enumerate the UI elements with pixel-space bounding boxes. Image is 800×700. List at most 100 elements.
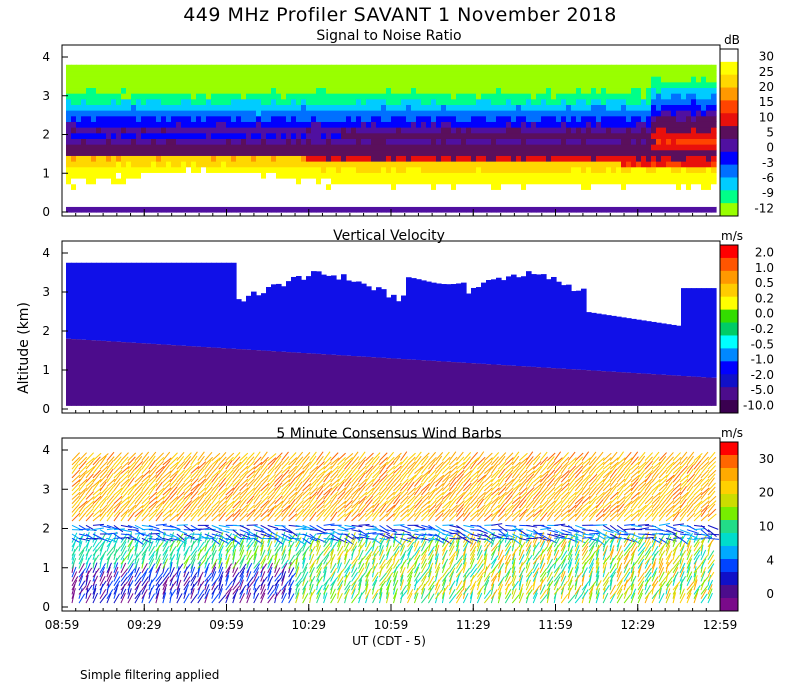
wind-barb — [169, 554, 176, 565]
wind-barb — [134, 580, 142, 591]
vv-cell — [186, 262, 192, 347]
snr-cell — [556, 115, 562, 122]
wind-barb — [225, 460, 233, 470]
snr-cell — [206, 87, 212, 94]
snr-cell — [546, 206, 552, 213]
snr-cell — [291, 70, 297, 77]
snr-cell — [416, 64, 422, 72]
vv-cell — [81, 339, 87, 406]
snr-cell — [626, 127, 632, 134]
snr-cell — [216, 155, 222, 162]
snr-cell — [156, 81, 162, 89]
snr-cell — [676, 110, 682, 117]
snr-cell — [221, 178, 227, 185]
snr-cell — [206, 132, 212, 139]
snr-cell — [156, 132, 162, 139]
snr-cell — [161, 155, 167, 162]
snr-cell — [661, 138, 667, 145]
snr-cell — [396, 183, 402, 190]
snr-cell — [146, 183, 152, 190]
snr-cell — [681, 87, 687, 94]
snr-cell — [281, 121, 287, 128]
wind-barb — [148, 451, 157, 461]
snr-cell — [166, 200, 172, 207]
snr-cell — [576, 144, 582, 151]
snr-cell — [531, 183, 537, 190]
snr-cell — [196, 81, 202, 89]
snr-cell — [71, 195, 77, 202]
wind-barb — [71, 588, 76, 599]
snr-cell — [236, 195, 242, 202]
wind-barb — [267, 499, 276, 509]
snr-cell — [591, 200, 597, 207]
wind-barb — [288, 580, 295, 591]
wind-barb — [197, 487, 207, 496]
vv-cell — [641, 373, 647, 406]
snr-cell — [136, 121, 142, 128]
snr-cell — [706, 87, 712, 94]
panel-title-vertical-velocity: Vertical Velocity — [333, 228, 445, 244]
wind-barb — [155, 512, 163, 522]
snr-cell — [616, 93, 622, 100]
snr-cell — [146, 195, 152, 202]
snr-cell — [486, 110, 492, 117]
snr-cell — [646, 172, 652, 179]
snr-cell — [106, 104, 112, 111]
snr-cell — [171, 115, 177, 122]
snr-cell — [356, 70, 362, 77]
snr-cell — [566, 183, 572, 190]
snr-cell — [311, 104, 317, 111]
snr-cell — [506, 127, 512, 134]
wind-barb — [246, 509, 256, 518]
snr-cell — [471, 110, 477, 117]
snr-cell — [201, 195, 207, 202]
snr-cell — [176, 144, 182, 151]
snr-cell — [581, 81, 587, 89]
wind-barb — [190, 486, 199, 496]
snr-cell — [81, 121, 87, 128]
wind-barb — [127, 554, 134, 565]
wind-barb — [225, 513, 235, 522]
snr-cell — [116, 132, 122, 139]
snr-cell — [376, 183, 382, 190]
snr-cell — [616, 127, 622, 134]
vv-cell — [201, 346, 207, 406]
wind-barb — [106, 511, 114, 522]
vv-cell — [71, 262, 77, 340]
snr-cell — [436, 195, 442, 202]
snr-cell — [601, 81, 607, 89]
snr-cell — [221, 132, 227, 139]
vv-cell — [391, 358, 397, 406]
snr-cell — [106, 206, 112, 213]
snr-cell — [131, 115, 137, 122]
wind-barb — [288, 469, 297, 479]
snr-cell — [441, 161, 447, 168]
snr-cell — [691, 161, 697, 168]
snr-cell — [86, 64, 92, 72]
snr-cell — [71, 149, 77, 156]
snr-cell — [246, 200, 252, 207]
snr-cell — [276, 70, 282, 77]
snr-cell — [351, 115, 357, 122]
snr-cell — [81, 104, 87, 111]
wind-barb — [106, 456, 115, 466]
snr-cell — [531, 98, 537, 105]
snr-cell — [431, 138, 437, 145]
snr-cell — [521, 127, 527, 134]
snr-cell — [296, 121, 302, 128]
snr-cell — [506, 144, 512, 151]
wind-barb — [316, 473, 325, 483]
wind-barb — [232, 559, 240, 569]
snr-cell — [126, 195, 132, 202]
snr-cell — [611, 200, 617, 207]
snr-cell — [301, 64, 307, 72]
snr-cell — [226, 161, 232, 168]
vv-cell — [91, 340, 97, 406]
snr-cell — [176, 93, 182, 100]
wind-barb — [211, 465, 220, 474]
wind-barb — [204, 459, 212, 470]
snr-cell — [241, 104, 247, 111]
vv-cell — [396, 301, 402, 359]
snr-cell — [281, 166, 287, 173]
snr-cell — [376, 93, 382, 100]
